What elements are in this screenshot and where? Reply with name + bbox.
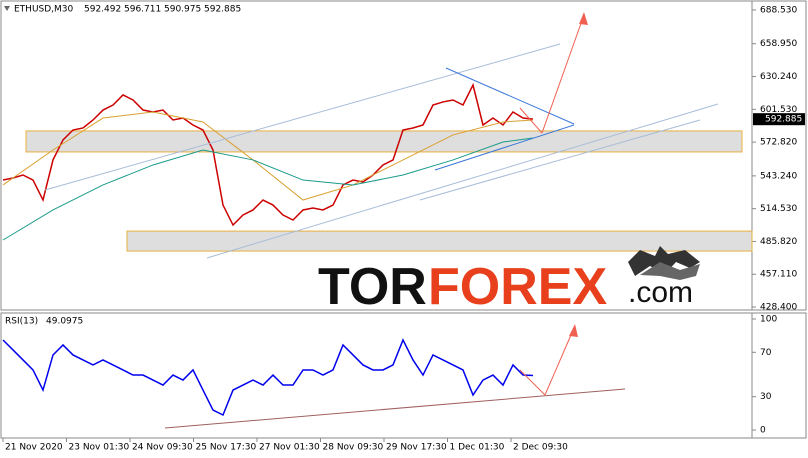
indicator-title: RSI(13) (5, 317, 38, 327)
y-tick-label: 485.820 (760, 237, 797, 247)
y-tick-label: 30 (760, 392, 772, 402)
series-line (2, 82, 534, 227)
y-tick-label: 572.820 (760, 138, 797, 148)
price-tag (753, 113, 805, 126)
y-tick-label: 457.110 (760, 270, 797, 280)
zone (25, 130, 743, 153)
header-icon (4, 6, 10, 11)
y-tick-label: 543.240 (760, 171, 797, 181)
triangle-line (445, 67, 575, 125)
y-tick-label: 601.530 (760, 105, 797, 115)
channel-line (419, 119, 701, 201)
y-tick-label: 100 (760, 314, 777, 324)
indicator-value: 49.0975 (46, 317, 83, 327)
ohlc-value: 596.711 (124, 5, 161, 15)
arrow (519, 369, 546, 396)
x-tick-label: 28 Nov 09:30 (323, 443, 384, 453)
y-tick-label: 514.530 (760, 204, 797, 214)
x-tick-label: 29 Nov 17:30 (386, 443, 447, 453)
x-tick-label: 21 Nov 2020 (5, 443, 63, 453)
y-tick-label: 70 (760, 348, 772, 358)
x-tick-label: 1 Dec 01:30 (450, 443, 505, 453)
y-tick-label: 658.950 (760, 39, 797, 49)
ohlc-value: 592.885 (204, 5, 241, 15)
series-line (2, 111, 534, 201)
ohlc-value: 590.975 (164, 5, 201, 15)
channel-line (44, 43, 561, 191)
x-tick-label: 27 Nov 01:30 (259, 443, 320, 453)
y-tick-label: 630.240 (760, 72, 797, 82)
rsi-frame (0, 312, 807, 439)
trendlines (44, 12, 719, 429)
arrow-head (579, 12, 588, 25)
price-tag-label: 592.885 (765, 115, 802, 125)
x-tick-label: 25 Nov 17:30 (196, 443, 257, 453)
arrow-head (569, 324, 578, 337)
channel-line (206, 103, 719, 259)
triangle-line (434, 124, 575, 171)
series-line (2, 338, 534, 417)
x-tick-label: 2 Dec 09:30 (513, 443, 568, 453)
arrow (544, 327, 575, 396)
bull-icon (628, 246, 700, 276)
symbol: ETHUSD,M30 (14, 5, 74, 15)
y-tick-label: 428.400 (760, 303, 797, 313)
series-line (2, 137, 534, 241)
zone (126, 230, 753, 252)
y-tick-label: 688.530 (760, 5, 797, 15)
y-tick-label: 0 (760, 426, 766, 436)
arrow (541, 14, 585, 134)
x-tick-label: 23 Nov 01:30 (69, 443, 130, 453)
bull-icon (640, 262, 700, 280)
logo-text: TOR (318, 258, 427, 316)
arrow (519, 107, 543, 134)
logo-text: FOREX (428, 258, 607, 316)
x-tick-label: 24 Nov 09:30 (132, 443, 193, 453)
main-frame (0, 0, 807, 311)
rsi-trendline (164, 388, 626, 429)
logo-text: .com (628, 276, 693, 309)
ohlc-value: 592.492 (84, 5, 121, 15)
